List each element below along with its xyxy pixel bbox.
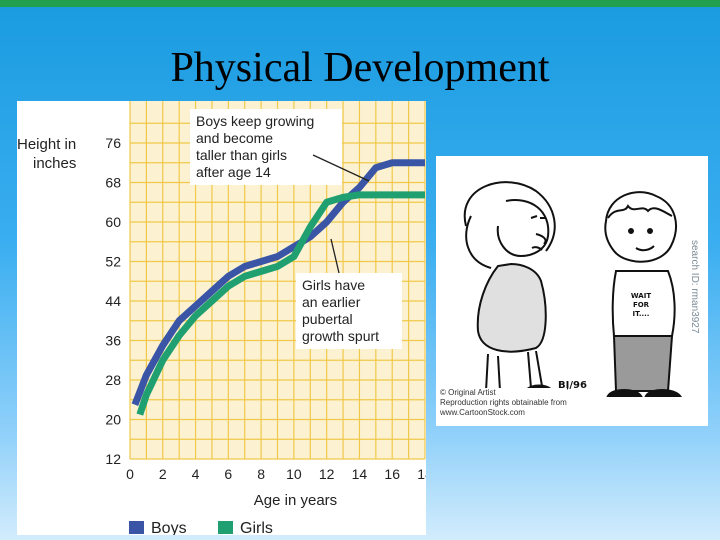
shirt-text: WAIT FOR IT.... [626, 292, 656, 319]
series-line-girls [136, 191, 425, 416]
top-accent-bar [0, 0, 720, 7]
cartoon-drawing [463, 181, 683, 397]
x-tick-label: 14 [352, 466, 368, 482]
y-tick-label: 68 [105, 175, 121, 191]
shirt-line: WAIT [630, 292, 652, 300]
copyright-line: Reproduction rights obtainable from [440, 398, 567, 407]
annotation-girls-text: pubertal [302, 311, 353, 327]
copyright-line: © Original Artist [440, 388, 496, 397]
y-tick-label: 28 [105, 372, 121, 388]
legend-swatch-boys [129, 521, 144, 534]
girl-figure [463, 181, 556, 395]
shirt-line: IT.... [632, 310, 650, 318]
y-tick-label: 76 [105, 135, 121, 151]
slide-title: Physical Development [0, 44, 720, 92]
x-tick-label: 10 [286, 466, 302, 482]
annotation-boys-text: taller than girls [196, 147, 287, 163]
copyright-line: www.CartoonStock.com [440, 408, 525, 417]
x-tick-label: 4 [192, 466, 200, 482]
y-tick-label: 20 [105, 412, 121, 428]
annotation-girls-pointer [330, 238, 340, 274]
annotation-girls-box [296, 273, 402, 349]
y-tick-label: 36 [105, 333, 121, 349]
copyright-notice: © Original Artist Reproduction rights ob… [440, 388, 567, 418]
annotation-girls-text: growth spurt [302, 328, 379, 344]
cartoon-illustration: WAIT FOR IT.... BJ/96 © Original Artist … [436, 156, 708, 426]
height-growth-chart: 122028364452606876024681012141618Height … [17, 101, 426, 535]
y-tick-label: 60 [105, 214, 121, 230]
annotation-boys-text: after age 14 [196, 164, 271, 180]
boy-figure [604, 191, 683, 397]
x-tick-label: 0 [126, 466, 134, 482]
annotation-boys-text: and become [196, 130, 273, 146]
legend-label-boys: Boys [151, 520, 187, 535]
annotation-girls-text: an earlier [302, 294, 361, 310]
x-tick-label: 12 [319, 466, 335, 482]
x-axis-label: Age in years [254, 492, 337, 509]
y-tick-label: 44 [105, 293, 121, 309]
annotation-girls-text: Girls have [302, 277, 365, 293]
artist-signature: BJ/96 [558, 380, 587, 391]
shirt-line: FOR [632, 301, 650, 309]
annotation-boys-box [190, 109, 342, 185]
x-tick-label: 18 [417, 466, 426, 482]
legend-swatch-girls [218, 521, 233, 534]
slide-title-text: Physical Development [170, 45, 550, 91]
annotation-boys-text: Boys keep growing [196, 113, 314, 129]
search-id-text: search ID: rman3927 [689, 240, 700, 334]
x-tick-label: 8 [257, 466, 265, 482]
chart-svg: 122028364452606876024681012141618Height … [17, 101, 426, 535]
y-axis-label: Height in [17, 136, 76, 153]
annotation-boys-pointer [312, 154, 370, 182]
y-tick-label: 12 [105, 451, 121, 467]
series-line-boys [131, 159, 425, 406]
y-tick-label: 52 [105, 254, 121, 270]
legend-label-girls: Girls [240, 520, 273, 535]
x-tick-label: 6 [224, 466, 232, 482]
x-tick-label: 16 [384, 466, 400, 482]
y-axis-label: inches [33, 155, 76, 172]
x-tick-label: 2 [159, 466, 167, 482]
